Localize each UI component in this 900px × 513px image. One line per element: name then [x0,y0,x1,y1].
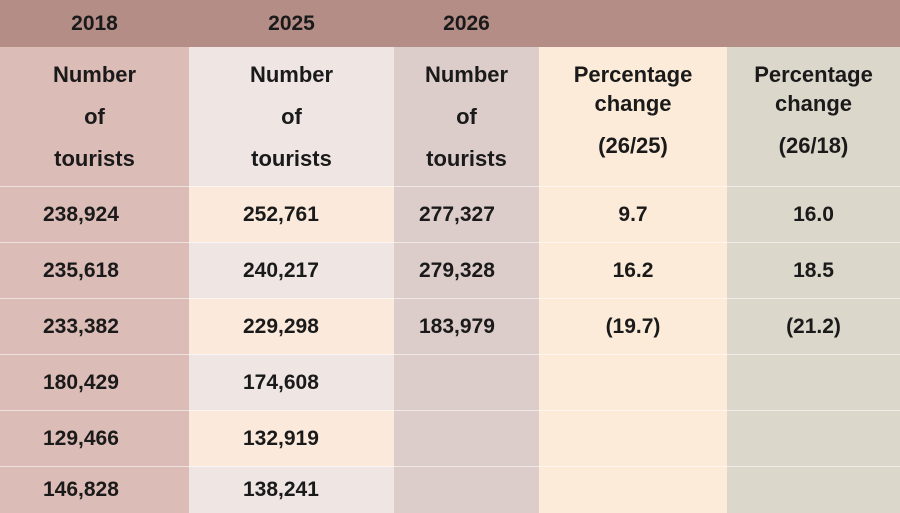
cell-2026 [394,466,539,513]
cell-2025: 229,298 [189,298,394,354]
col-header-2025-tourists: Number of tourists [189,47,394,186]
cell-2018: 238,924 [0,186,189,242]
cell-2025: 132,919 [189,410,394,466]
cell-pct-26-18 [727,354,900,410]
cell-2018: 146,828 [0,466,189,513]
col-header-2026-tourists: Number of tourists [394,47,539,186]
year-header-blank [727,0,900,47]
cell-2026: 183,979 [394,298,539,354]
col-header-2018-tourists: Number of tourists [0,47,189,186]
cell-pct-26-18: 16.0 [727,186,900,242]
cell-pct-26-18 [727,410,900,466]
cell-pct-26-25 [539,410,727,466]
cell-2026: 277,327 [394,186,539,242]
cell-2025: 138,241 [189,466,394,513]
cell-pct-26-25 [539,466,727,513]
col-header-pct-26-18: Percentage change (26/18) [727,47,900,186]
cell-pct-26-25: 16.2 [539,242,727,298]
year-header-blank [539,0,727,47]
cell-2025: 240,217 [189,242,394,298]
cell-pct-26-18 [727,466,900,513]
year-2025-header: 2025 [189,0,394,47]
cell-2026: 279,328 [394,242,539,298]
cell-2025: 252,761 [189,186,394,242]
cell-2026 [394,410,539,466]
cell-2025: 174,608 [189,354,394,410]
cell-2018: 180,429 [0,354,189,410]
cell-pct-26-25 [539,354,727,410]
cell-pct-26-18: (21.2) [727,298,900,354]
cell-2018: 235,618 [0,242,189,298]
cell-pct-26-25: 9.7 [539,186,727,242]
year-2018-header: 2018 [0,0,189,47]
year-2026-header: 2026 [394,0,539,47]
cell-2018: 129,466 [0,410,189,466]
col-header-pct-26-25: Percentage change (26/25) [539,47,727,186]
cell-2018: 233,382 [0,298,189,354]
cell-2026 [394,354,539,410]
cell-pct-26-25: (19.7) [539,298,727,354]
cell-pct-26-18: 18.5 [727,242,900,298]
